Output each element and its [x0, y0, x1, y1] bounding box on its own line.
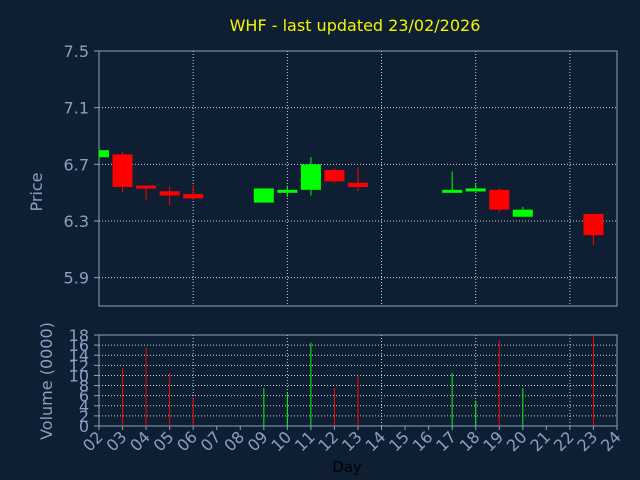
candle-body: [442, 189, 463, 193]
x-axis-title: Day: [332, 458, 362, 476]
price-y-tick-label: 6.7: [64, 155, 89, 174]
volume-y-tick-label: 0: [79, 417, 89, 436]
volume-series: [122, 335, 594, 426]
candle-body: [512, 209, 533, 217]
price-y-tick-label: 7.5: [64, 42, 89, 61]
candle-body: [583, 213, 604, 236]
candle-body: [253, 188, 274, 203]
volume-y-tick-label: 6: [79, 387, 89, 406]
volume-y-tick-label: 4: [79, 397, 89, 416]
candle-body: [99, 150, 109, 158]
price-y-tick-label: 5.9: [64, 269, 89, 288]
candle-body: [465, 188, 486, 192]
candle-body: [277, 189, 298, 193]
price-axis-title: Price: [27, 172, 46, 211]
candle-body: [159, 191, 180, 196]
x-tick-label: 24: [597, 427, 625, 455]
candle-body: [183, 194, 204, 199]
candlestick-series: [98, 150, 604, 246]
candle-body: [348, 182, 368, 187]
volume-y-tick-label: 18: [69, 326, 89, 345]
volume-y-tick-label: 8: [79, 377, 89, 396]
volume-y-tick-label: 12: [69, 356, 89, 375]
volume-axis-title: Volume (0000): [37, 322, 56, 440]
candle-body: [112, 154, 133, 187]
chart-title: WHF - last updated 23/02/2026: [230, 16, 481, 35]
price-panel-frame: [98, 50, 618, 307]
volume-y-tick-label: 10: [69, 366, 89, 385]
x-tick-labels: 0203040506070809101112131415161718192021…: [79, 426, 625, 455]
candle-body: [324, 170, 345, 182]
volume-y-tick-label: 16: [69, 336, 89, 355]
price-y-tick-labels: 7.5 7.1 6.7 6.3 5.9: [64, 42, 99, 288]
volume-y-tick-label: 2: [79, 407, 89, 426]
candle-body: [300, 164, 321, 190]
price-y-tick-label: 6.3: [64, 212, 89, 231]
candle-body: [489, 189, 510, 210]
candle-body: [136, 185, 157, 189]
volume-y-tick-label: 14: [69, 346, 89, 365]
price-y-tick-label: 7.1: [64, 99, 89, 118]
